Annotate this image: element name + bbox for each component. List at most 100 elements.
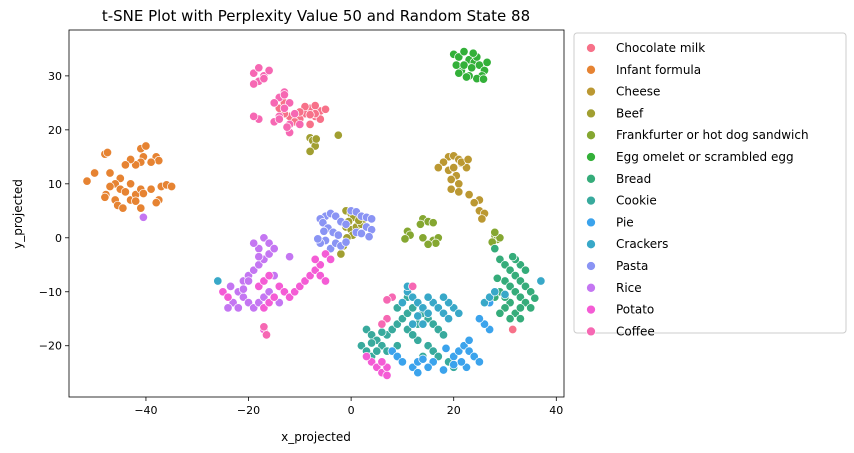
legend-marker-crackers bbox=[586, 239, 596, 250]
legend-marker-cheese bbox=[586, 86, 596, 97]
point-pie bbox=[397, 357, 407, 367]
point-coffee bbox=[249, 79, 259, 89]
point-pasta bbox=[341, 219, 351, 229]
point-coffee bbox=[279, 90, 289, 100]
point-egg-omelet-or-scrambled-egg bbox=[454, 68, 464, 78]
point-cheese bbox=[449, 163, 459, 173]
point-crackers bbox=[438, 292, 449, 302]
point-cheese bbox=[464, 190, 474, 200]
point-egg-omelet-or-scrambled-egg bbox=[451, 60, 461, 70]
point-cookie bbox=[377, 327, 387, 337]
legend-label-pasta: Pasta bbox=[616, 259, 648, 273]
point-infant-formula bbox=[154, 156, 164, 166]
point-bread bbox=[492, 273, 502, 283]
point-crackers bbox=[397, 298, 407, 308]
point-rice bbox=[238, 284, 248, 294]
point-cheese bbox=[469, 198, 479, 208]
point-rice bbox=[269, 244, 279, 254]
point-crackers bbox=[444, 314, 454, 324]
y-tick-label: −10 bbox=[39, 286, 62, 299]
point-crackers bbox=[408, 319, 418, 329]
point-frankfurter-or-hot-dog-sandwich bbox=[431, 238, 441, 248]
x-axis-label: x_projected bbox=[281, 430, 351, 444]
point-bread bbox=[526, 287, 536, 297]
point-infant-formula bbox=[138, 188, 148, 199]
point-infant-formula bbox=[151, 198, 161, 208]
legend-label-frankfurter-or-hot-dog-sandwich: Frankfurter or hot dog sandwich bbox=[616, 128, 809, 142]
point-cheese bbox=[446, 184, 456, 194]
point-crackers bbox=[500, 289, 510, 300]
point-rice bbox=[223, 303, 233, 313]
point-frankfurter-or-hot-dog-sandwich bbox=[423, 239, 433, 249]
point-pie bbox=[449, 360, 459, 370]
legend-label-cheese: Cheese bbox=[616, 85, 660, 99]
point-pie bbox=[474, 314, 484, 324]
point-bread bbox=[495, 308, 505, 318]
point-beef bbox=[311, 134, 321, 144]
point-pie bbox=[464, 335, 474, 345]
point-crackers bbox=[213, 276, 223, 286]
point-coffee bbox=[259, 322, 269, 332]
point-infant-formula bbox=[131, 196, 141, 206]
point-rice bbox=[249, 238, 259, 248]
point-cheese bbox=[463, 154, 473, 165]
point-infant-formula bbox=[126, 179, 136, 189]
point-egg-omelet-or-scrambled-egg bbox=[461, 72, 472, 82]
point-potato bbox=[310, 254, 320, 264]
point-frankfurter-or-hot-dog-sandwich bbox=[428, 218, 438, 228]
point-infant-formula bbox=[100, 192, 110, 202]
point-frankfurter-or-hot-dog-sandwich bbox=[418, 233, 428, 243]
point-infant-formula bbox=[146, 157, 156, 167]
point-coffee bbox=[279, 103, 289, 113]
point-rice bbox=[138, 212, 148, 222]
chart-title: t-SNE Plot with Perplexity Value 50 and … bbox=[102, 7, 530, 25]
y-axis-label: y_projected bbox=[11, 179, 25, 249]
point-rice bbox=[233, 303, 243, 313]
point-bread bbox=[530, 293, 540, 303]
x-axis-ticks: −40 −20 0 20 40 bbox=[134, 397, 563, 417]
point-infant-formula bbox=[105, 181, 115, 192]
point-cookie bbox=[367, 338, 377, 348]
x-tick-label: 20 bbox=[447, 404, 461, 417]
point-crackers bbox=[413, 311, 423, 321]
point-bread bbox=[515, 303, 525, 313]
point-infant-formula bbox=[141, 141, 151, 151]
x-tick-label: 0 bbox=[348, 404, 355, 417]
point-coffee bbox=[259, 74, 269, 84]
point-pasta bbox=[313, 234, 323, 244]
point-egg-omelet-or-scrambled-egg bbox=[482, 57, 492, 67]
point-coffee bbox=[254, 63, 264, 73]
point-frankfurter-or-hot-dog-sandwich bbox=[400, 234, 410, 244]
point-coffee bbox=[377, 319, 387, 329]
point-coffee bbox=[408, 281, 418, 291]
legend: Chocolate milk Infant formula Cheese Beef Fr… bbox=[573, 32, 847, 338]
point-cheese bbox=[433, 163, 443, 173]
points-layer bbox=[82, 47, 546, 380]
point-coffee bbox=[249, 111, 259, 121]
legend-marker-pasta bbox=[586, 261, 596, 271]
point-pie bbox=[456, 357, 466, 367]
point-crackers bbox=[423, 292, 433, 302]
legend-marker-pie bbox=[586, 217, 596, 228]
point-rice bbox=[243, 276, 254, 286]
point-cookie bbox=[372, 346, 382, 356]
point-crackers bbox=[454, 308, 464, 318]
legend-label-cookie: Cookie bbox=[616, 194, 657, 208]
legend-marker-chocolate-milk bbox=[586, 43, 596, 53]
point-egg-omelet-or-scrambled-egg bbox=[459, 47, 469, 57]
point-infant-formula bbox=[105, 168, 115, 178]
point-frankfurter-or-hot-dog-sandwich bbox=[490, 227, 500, 237]
point-coffee bbox=[382, 295, 392, 305]
point-pasta bbox=[367, 214, 377, 224]
point-beef bbox=[305, 146, 315, 156]
point-potato bbox=[320, 276, 331, 286]
point-infant-formula bbox=[167, 181, 177, 192]
point-egg-omelet-or-scrambled-egg bbox=[459, 60, 469, 70]
point-rice bbox=[226, 281, 236, 291]
point-chocolate-milk bbox=[305, 119, 315, 129]
legend-marker-potato bbox=[586, 304, 596, 315]
point-cheese bbox=[454, 179, 464, 189]
point-pasta bbox=[319, 226, 329, 236]
point-potato bbox=[382, 370, 392, 380]
point-infant-formula bbox=[120, 187, 130, 197]
